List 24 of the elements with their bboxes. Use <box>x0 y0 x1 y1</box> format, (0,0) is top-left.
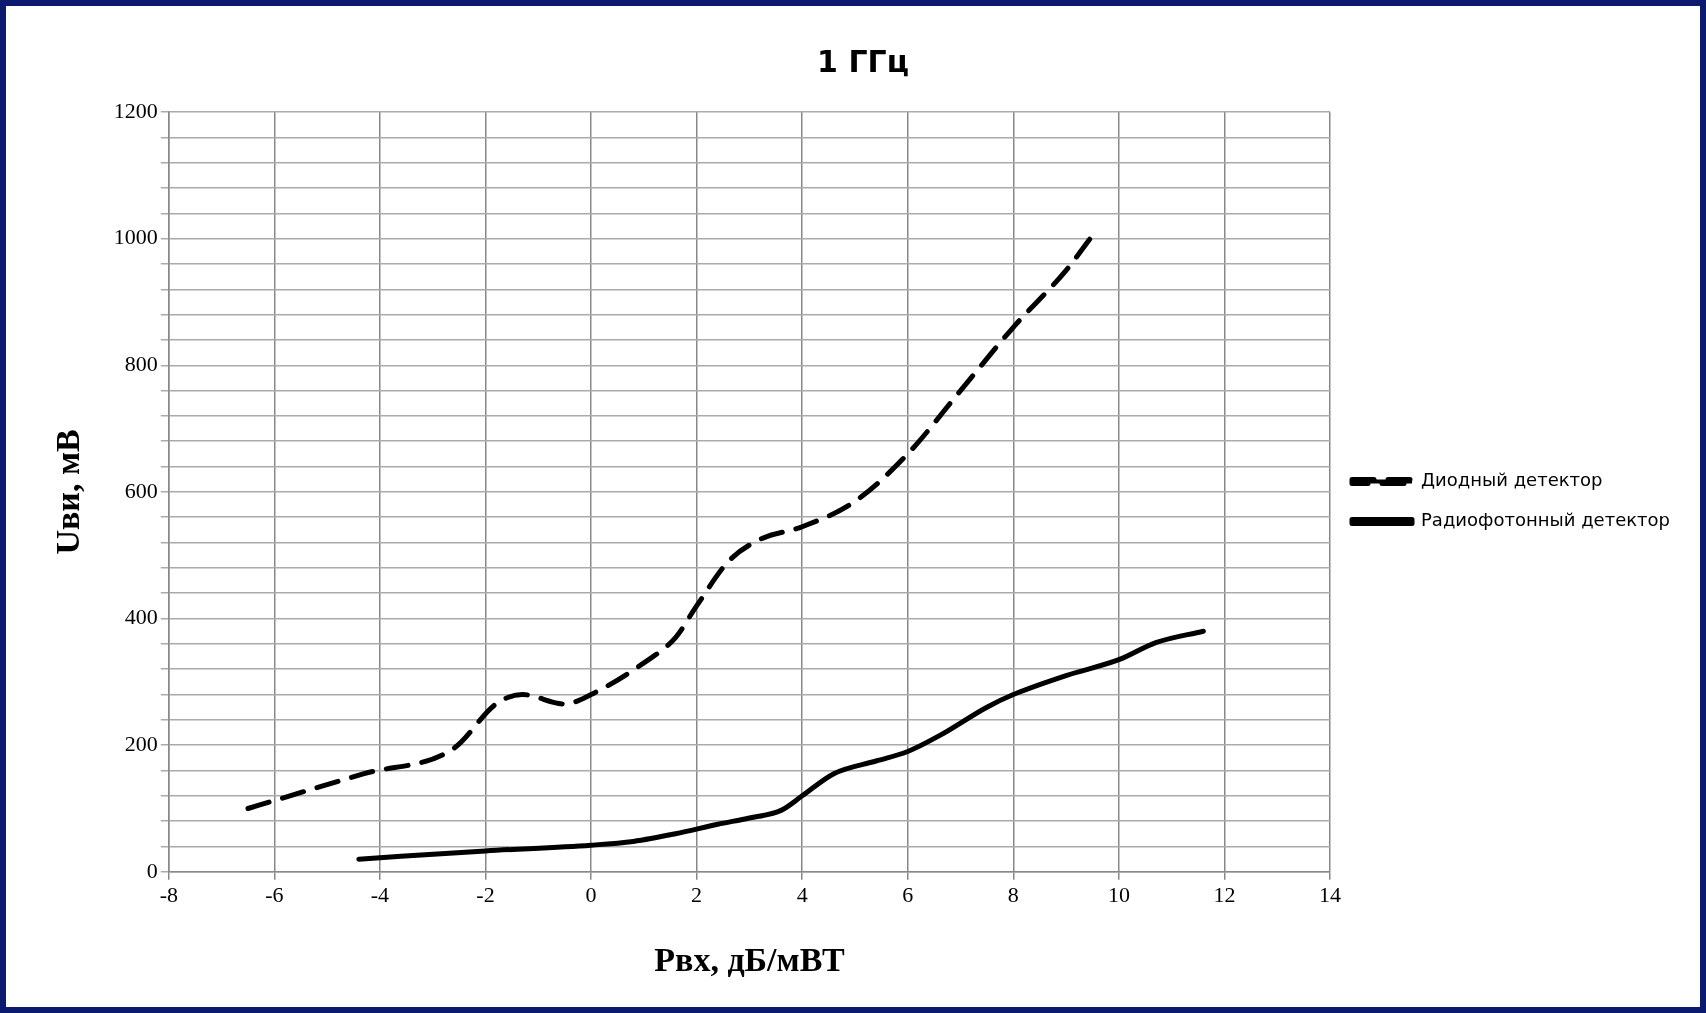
y-tick-label: 1200 <box>113 97 158 123</box>
x-tick-label: 10 <box>1107 881 1130 907</box>
x-tick-label: -2 <box>476 881 495 907</box>
chart-title: 1 ГГц <box>817 43 909 79</box>
y-tick-label: 200 <box>124 730 158 756</box>
x-tick-label: -8 <box>159 881 178 907</box>
x-tick-label: 2 <box>691 881 703 907</box>
x-tick-label: -4 <box>370 881 390 907</box>
x-tick-label: 8 <box>1007 881 1019 907</box>
x-tick-label: -6 <box>265 881 284 907</box>
x-tick-label: 12 <box>1213 881 1236 907</box>
y-tick-label: 1000 <box>113 224 158 250</box>
legend-label: Радиофотонный детектор <box>1421 509 1671 531</box>
x-tick-label: 0 <box>585 881 597 907</box>
x-tick-label: 6 <box>902 881 914 907</box>
x-axis-title: Pвх, дБ/мВТ <box>654 941 845 979</box>
y-axis-title: Uви, мВ <box>49 429 87 555</box>
y-tick-label: 800 <box>124 351 158 377</box>
x-tick-label: 14 <box>1319 881 1342 907</box>
y-tick-label: 400 <box>124 604 158 630</box>
x-tick-label: 4 <box>796 881 808 907</box>
legend-label: Диодный детектор <box>1421 469 1603 491</box>
y-tick-label: 0 <box>146 857 158 883</box>
y-tick-label: 600 <box>124 477 158 503</box>
